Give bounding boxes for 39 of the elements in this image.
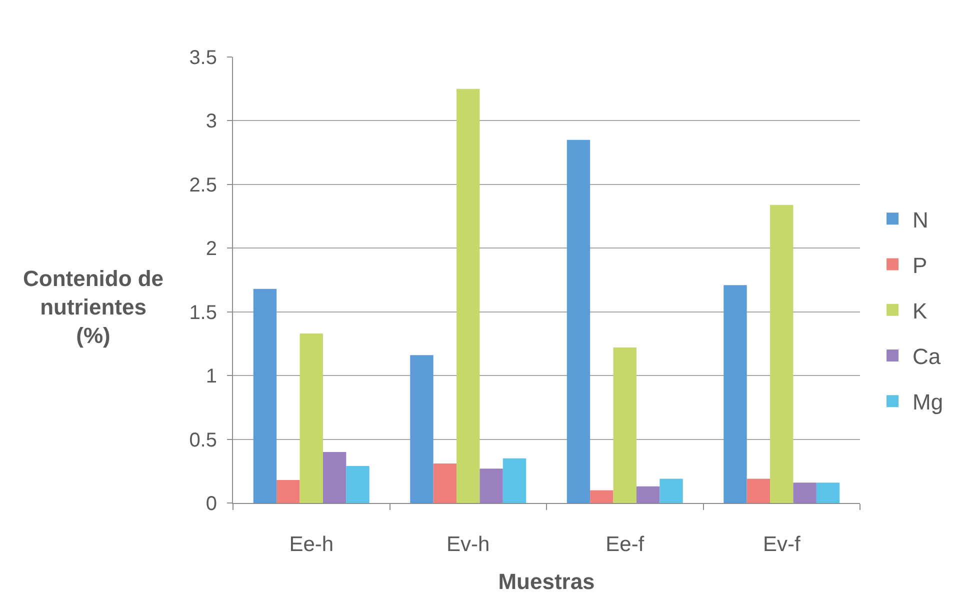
bar <box>660 478 683 503</box>
bar <box>502 458 526 503</box>
legend-label: Mg <box>912 390 944 415</box>
y-tick-label: 1.5 <box>189 302 217 324</box>
bar <box>816 482 840 503</box>
legend-label: Ca <box>912 344 942 370</box>
y-tick-label: 0.5 <box>189 429 217 452</box>
bar <box>276 480 300 503</box>
bar <box>636 486 660 503</box>
x-tick-label: Ev-f <box>762 533 800 556</box>
y-tick-label: 1 <box>206 366 217 388</box>
bar <box>793 482 816 503</box>
bar <box>322 452 346 503</box>
y-tick-label: 2 <box>206 238 217 260</box>
bar <box>613 348 636 503</box>
bar <box>456 88 480 503</box>
x-tick-label: Ev-h <box>446 533 490 556</box>
y-tick-label: 3.5 <box>189 47 217 69</box>
bar <box>590 490 614 503</box>
bar <box>300 334 323 503</box>
legend-label: N <box>912 207 928 232</box>
bar <box>770 204 794 503</box>
bar <box>346 466 370 503</box>
legend-label: P <box>912 252 928 278</box>
y-axis-title: Contenido de nutrientes (%) <box>23 266 164 348</box>
x-tick-label: Ee-f <box>606 533 644 556</box>
x-axis-title: Muestras <box>498 569 595 594</box>
x-tick-label: Ee-h <box>289 533 334 556</box>
bar <box>253 288 277 503</box>
bar <box>724 285 747 503</box>
bar <box>433 464 457 503</box>
legend-label: K <box>912 298 928 324</box>
bar <box>410 355 434 503</box>
bar <box>566 140 590 503</box>
y-tick-label: 0 <box>206 493 217 515</box>
y-tick-label: 2.5 <box>189 174 217 196</box>
bar <box>746 478 770 503</box>
y-tick-label: 3 <box>206 110 217 133</box>
bar <box>480 468 503 503</box>
